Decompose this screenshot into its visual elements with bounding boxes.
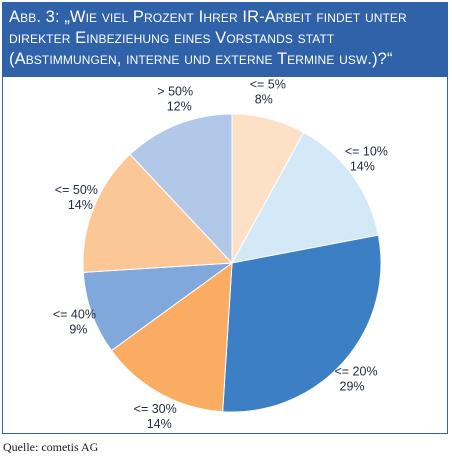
slice-category-label: <= 50% [55, 183, 98, 197]
source-note: Quelle: cometis AG [3, 440, 98, 455]
slice-category-label: <= 20% [334, 364, 377, 378]
plot-area: <= 5%8%<= 10%14%<= 20%29%<= 30%14%<= 40%… [3, 77, 447, 433]
slice-category-label: > 50% [157, 84, 193, 98]
slice-percent-label: 14% [350, 160, 375, 174]
title-line-2: direkter Einbeziehung eines Vorstands st… [9, 28, 441, 49]
slice-percent-label: 12% [167, 99, 192, 113]
slice-label-0: <= 5%8% [250, 78, 286, 107]
pie-chart: <= 5%8%<= 10%14%<= 20%29%<= 30%14%<= 40%… [3, 77, 449, 433]
slice-category-label: <= 5% [250, 78, 286, 92]
title-line-3: (Abstimmungen, interne und externe Termi… [9, 49, 441, 70]
slice-percent-label: 29% [340, 379, 365, 393]
slice-label-3: <= 30%14% [134, 402, 177, 431]
slice-label-6: > 50%12% [157, 84, 193, 113]
slice-label-2: <= 20%29% [334, 364, 377, 393]
chart-frame: Abb. 3: „Wie viel Prozent Ihrer IR-Arbei… [2, 2, 448, 434]
slice-percent-label: 14% [68, 198, 93, 212]
slice-percent-label: 8% [255, 93, 273, 107]
title-line-1: Abb. 3: „Wie viel Prozent Ihrer IR-Arbei… [9, 7, 441, 28]
slice-category-label: <= 40% [53, 308, 96, 322]
slice-percent-label: 14% [147, 417, 172, 431]
chart-title: Abb. 3: „Wie viel Prozent Ihrer IR-Arbei… [3, 3, 447, 77]
slice-category-label: <= 10% [345, 145, 388, 159]
slice-label-1: <= 10%14% [345, 145, 388, 174]
slice-label-5: <= 50%14% [55, 183, 98, 212]
slice-category-label: <= 30% [134, 402, 177, 416]
slice-percent-label: 9% [69, 323, 87, 337]
slice-label-4: <= 40%9% [53, 308, 96, 337]
